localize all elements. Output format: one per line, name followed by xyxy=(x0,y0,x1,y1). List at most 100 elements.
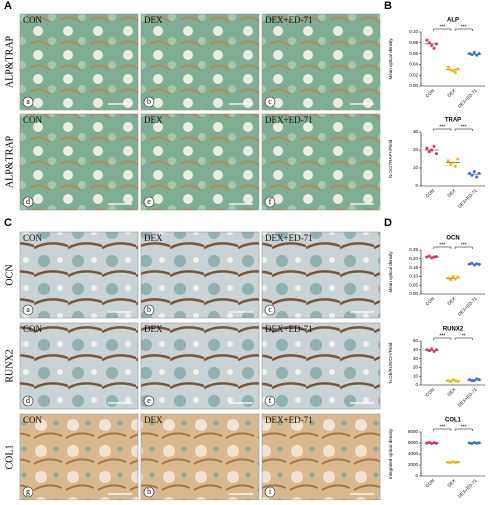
y-tick-label: 40 xyxy=(413,347,419,352)
data-point xyxy=(453,277,457,281)
image-label: DEX+ED-71 xyxy=(265,115,313,125)
data-point xyxy=(425,441,429,445)
data-point xyxy=(430,442,434,446)
data-point xyxy=(475,175,479,179)
letter-circle xyxy=(264,395,276,407)
chart-title: OCN xyxy=(446,236,459,242)
data-point xyxy=(470,173,474,177)
image-letter: e xyxy=(147,396,151,405)
significance-bracket xyxy=(433,128,452,131)
data-point xyxy=(449,461,453,465)
data-point xyxy=(472,379,476,383)
data-point xyxy=(456,460,460,464)
micrograph xyxy=(19,113,139,211)
panel-label: C xyxy=(4,217,12,229)
letter-circle xyxy=(264,196,276,208)
data-point xyxy=(477,378,481,382)
chart-title: TRAP xyxy=(445,118,461,124)
data-point xyxy=(477,262,481,266)
y-axis-label: Mean optical density xyxy=(388,38,393,80)
y-tick-label: 0.20 xyxy=(409,256,418,261)
data-point xyxy=(451,378,455,382)
significance-bracket xyxy=(433,337,452,340)
x-tick-label: CON xyxy=(425,387,436,398)
image-label: DEX+ED-71 xyxy=(265,415,313,425)
data-point xyxy=(434,441,438,445)
letter-circle xyxy=(143,196,155,208)
image-letter: h xyxy=(147,487,151,496)
data-point xyxy=(427,440,431,444)
row-label: RUNX2 xyxy=(4,349,15,382)
letter-circle xyxy=(22,395,34,407)
data-point xyxy=(475,377,479,381)
data-point xyxy=(456,379,460,383)
x-tick-label: DEX+ED-71 xyxy=(457,188,478,209)
y-tick-label: 0.05 xyxy=(409,282,418,287)
data-point xyxy=(434,152,438,156)
y-tick-label: 0.02 xyxy=(409,72,418,77)
data-point xyxy=(451,274,455,278)
data-point xyxy=(451,460,455,464)
letter-circle xyxy=(264,304,276,316)
x-tick-label: DEX xyxy=(446,387,456,397)
data-point xyxy=(425,348,429,352)
micrograph xyxy=(140,322,260,410)
micrograph xyxy=(261,113,381,211)
y-tick-label: 0.15 xyxy=(409,265,418,270)
image-letter: b xyxy=(147,305,151,314)
significance-bracket xyxy=(454,337,473,340)
data-point xyxy=(468,52,472,56)
image-label: DEX+ED-71 xyxy=(265,15,313,25)
chart-title: ALP xyxy=(447,18,459,24)
image-label: DEX+ED-71 xyxy=(265,324,313,334)
data-point xyxy=(468,171,472,175)
y-tick-label: 50 xyxy=(413,338,419,343)
image-letter: f xyxy=(269,197,272,206)
image-label: DEX xyxy=(144,415,163,425)
y-tick-label: 0 xyxy=(415,382,418,387)
image-letter: d xyxy=(26,197,30,206)
data-point xyxy=(468,262,472,266)
data-point xyxy=(446,379,450,383)
image-label: DEX xyxy=(144,15,163,25)
significance-label: *** xyxy=(461,24,467,30)
data-point xyxy=(432,144,436,148)
significance-label: *** xyxy=(461,424,467,430)
significance-bracket xyxy=(433,246,452,249)
y-tick-label: 10 xyxy=(413,373,419,378)
significance-label: *** xyxy=(461,124,467,130)
micrograph xyxy=(140,113,260,211)
significance-bracket xyxy=(454,128,473,131)
data-point xyxy=(449,162,453,166)
x-tick-label: DEX xyxy=(446,296,456,306)
letter-circle xyxy=(22,196,34,208)
y-axis-label: N.OC/TRAP+/Field xyxy=(388,139,393,178)
data-point xyxy=(434,348,438,352)
image-label: CON xyxy=(23,15,43,25)
data-point xyxy=(432,441,436,445)
data-point xyxy=(468,378,472,382)
image-label: CON xyxy=(23,324,43,334)
y-tick-label: 0.25 xyxy=(409,247,418,252)
data-point xyxy=(432,350,436,354)
image-label: DEX xyxy=(144,324,163,334)
micrograph xyxy=(19,231,139,319)
image-letter: d xyxy=(26,396,30,405)
data-point xyxy=(456,157,460,161)
image-letter: c xyxy=(268,97,272,106)
image-letter: f xyxy=(269,396,272,405)
letter-circle xyxy=(143,395,155,407)
data-point xyxy=(475,262,479,266)
data-point xyxy=(427,41,431,45)
data-point xyxy=(427,349,431,353)
data-point xyxy=(470,442,474,446)
data-point xyxy=(451,69,455,73)
significance-label: *** xyxy=(439,424,445,430)
data-point xyxy=(430,44,434,47)
y-axis-label: Mean optical density xyxy=(388,251,393,293)
data-point xyxy=(434,42,438,46)
data-point xyxy=(453,461,457,465)
image-letter: i xyxy=(269,487,272,496)
significance-bracket xyxy=(454,428,473,431)
data-point xyxy=(432,255,436,259)
